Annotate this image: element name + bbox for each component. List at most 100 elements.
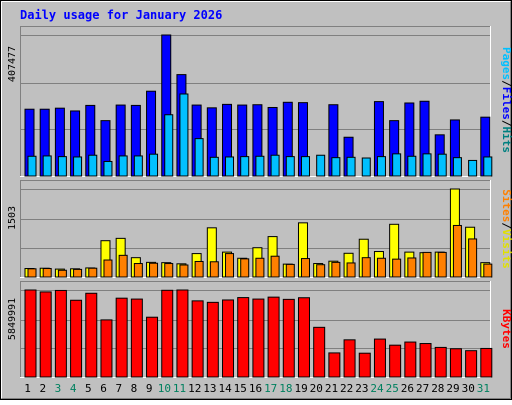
bar-sites-day-29 <box>452 224 462 278</box>
x-tick-label-day-7: 7 <box>115 382 122 395</box>
bar-files-day-1 <box>27 155 37 177</box>
x-axis-labels: 1 2 3 4 5 6 7 8 9 10 11 12 13 14 15 16 17 18 19 20 21 22 23 24 2… <box>24 382 490 395</box>
bar-kbytes-day-6 <box>100 319 113 378</box>
bar-sites-day-8 <box>133 263 143 278</box>
bar-files-day-7 <box>118 155 128 177</box>
bar-kbytes-day-5 <box>85 292 98 378</box>
bar-sites-day-16 <box>255 257 265 278</box>
x-tick-label-day-11: 11 <box>173 382 186 395</box>
bar-kbytes-day-2 <box>39 291 52 378</box>
bar-files-day-9 <box>149 153 159 177</box>
x-tick-label-day-30: 30 <box>462 382 475 395</box>
bar-kbytes-day-10 <box>161 289 174 378</box>
bar-sites-day-7 <box>118 254 128 278</box>
bar-files-day-20 <box>316 154 326 177</box>
x-tick-label-day-15: 15 <box>234 382 247 395</box>
x-tick-label-day-14: 14 <box>218 382 232 395</box>
bar-kbytes-day-18 <box>282 298 295 378</box>
legend-kbytes: KBytes <box>500 309 512 349</box>
bar-kbytes-day-23 <box>358 352 371 378</box>
x-tick-label-day-2: 2 <box>39 382 46 395</box>
bar-sites-day-4 <box>73 268 83 278</box>
legend-separator: / <box>500 222 512 229</box>
bar-kbytes-day-27 <box>419 343 432 378</box>
bar-sites-day-2 <box>42 268 52 278</box>
bar-files-day-17 <box>270 154 280 177</box>
x-tick-label-day-28: 28 <box>431 382 444 395</box>
bar-sites-day-6 <box>103 259 113 278</box>
chart-panels: 407477 1503 5849991 <box>7 26 493 378</box>
bar-sites-day-13 <box>209 261 219 278</box>
panel-hits-ymax-label: 407477 <box>7 46 18 82</box>
bar-sites-day-9 <box>149 262 159 278</box>
bar-files-day-16 <box>255 155 265 177</box>
legend-entry-kbytes: KBytes <box>500 309 512 349</box>
bar-files-day-31 <box>483 156 493 177</box>
bar-kbytes-day-19 <box>297 297 310 378</box>
panel-kbytes: 5849991 <box>7 281 493 378</box>
bar-kbytes-day-17 <box>267 296 280 378</box>
bar-files-day-24 <box>376 156 386 177</box>
bar-sites-day-12 <box>194 260 204 278</box>
bar-kbytes-day-29 <box>449 348 462 378</box>
bar-kbytes-day-4 <box>70 299 83 378</box>
bar-files-day-6 <box>103 160 113 177</box>
bar-kbytes-day-20 <box>313 326 326 378</box>
bar-sites-day-1 <box>27 268 37 278</box>
bar-sites-day-21 <box>331 261 341 278</box>
bar-sites-day-25 <box>392 258 402 278</box>
bar-kbytes-day-30 <box>465 350 478 378</box>
bar-files-day-15 <box>240 156 250 177</box>
bar-files-day-22 <box>346 156 356 177</box>
bar-kbytes-day-24 <box>373 338 386 378</box>
bar-kbytes-day-28 <box>434 346 447 378</box>
bar-files-day-18 <box>285 156 295 177</box>
bar-files-day-2 <box>42 155 52 177</box>
legend-hits: Pages/Files/Hits <box>500 47 512 153</box>
x-tick-label-day-31: 31 <box>477 382 490 395</box>
bar-kbytes-day-26 <box>404 341 417 378</box>
panel-kbytes-bars <box>24 289 493 378</box>
bar-kbytes-day-15 <box>237 297 250 378</box>
bar-kbytes-day-13 <box>206 301 219 378</box>
bar-kbytes-day-31 <box>480 347 493 378</box>
bar-sites-day-11 <box>179 264 189 278</box>
bar-sites-day-24 <box>376 257 386 278</box>
x-tick-label-day-5: 5 <box>85 382 92 395</box>
bar-files-day-11 <box>179 93 189 177</box>
legend-entry-hits: Hits <box>500 127 512 154</box>
x-tick-label-day-20: 20 <box>310 382 323 395</box>
bar-files-day-19 <box>300 156 310 177</box>
legend-visits: Sites/Visits <box>500 189 512 269</box>
legend-separator: / <box>500 80 512 87</box>
bar-kbytes-day-22 <box>343 339 356 378</box>
x-tick-label-day-25: 25 <box>386 382 399 395</box>
bar-files-day-25 <box>392 153 402 177</box>
bar-sites-day-22 <box>346 262 356 278</box>
x-tick-label-day-19: 19 <box>294 382 307 395</box>
bar-sites-day-5 <box>88 267 98 278</box>
bar-kbytes-day-12 <box>191 300 204 378</box>
x-tick-label-day-3: 3 <box>55 382 62 395</box>
bar-kbytes-day-1 <box>24 289 37 378</box>
bar-sites-day-30 <box>468 238 478 278</box>
bar-sites-day-23 <box>361 257 371 278</box>
panel-hits: 407477 <box>7 26 493 177</box>
bar-sites-day-19 <box>300 258 310 278</box>
bar-files-day-10 <box>164 114 174 177</box>
bar-kbytes-day-16 <box>252 298 265 378</box>
bar-kbytes-day-3 <box>54 289 67 378</box>
bar-sites-day-17 <box>270 255 280 278</box>
bar-files-day-26 <box>407 155 417 177</box>
bar-files-day-8 <box>133 155 143 177</box>
bar-sites-day-31 <box>483 263 493 278</box>
x-tick-label-day-29: 29 <box>446 382 459 395</box>
x-tick-label-day-10: 10 <box>158 382 171 395</box>
x-tick-label-day-6: 6 <box>100 382 107 395</box>
bar-sites-day-18 <box>285 263 295 278</box>
bar-kbytes-day-14 <box>222 299 235 378</box>
bar-kbytes-day-8 <box>130 298 143 378</box>
bar-sites-day-3 <box>57 269 67 278</box>
